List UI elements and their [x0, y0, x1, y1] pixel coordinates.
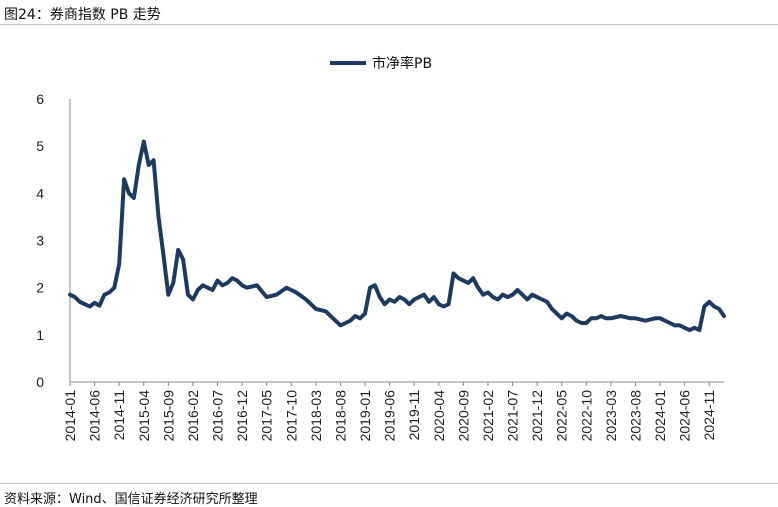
bottom-divider	[0, 483, 778, 484]
y-axis-ticks: 0 1 2 3 4 5 6	[36, 91, 44, 390]
top-divider	[0, 24, 778, 25]
x-tick-label: 2022-10	[578, 390, 594, 442]
x-tick-label: 2018-03	[308, 390, 324, 442]
x-tick-label: 2019-01	[357, 390, 373, 442]
x-tick-label: 2021-12	[529, 390, 545, 442]
x-tick-label: 2020-09	[455, 390, 471, 442]
x-tick-label: 2020-04	[431, 390, 447, 442]
x-tick-label: 2018-08	[332, 390, 348, 442]
x-axis-ticks: 2014-01 2014-06 2014-11 2015-04 2015-09 2016-…	[62, 382, 717, 441]
x-tick-label: 2014-11	[111, 390, 127, 441]
x-tick-label: 2024-11	[701, 390, 717, 441]
x-tick-label: 2017-10	[283, 390, 299, 442]
x-tick-label: 2021-07	[505, 390, 521, 442]
legend-label: 市净率PB	[372, 55, 432, 72]
y-tick-label: 2	[36, 280, 44, 296]
legend: 市净率PB	[330, 55, 432, 72]
x-tick-label: 2024-01	[652, 390, 668, 442]
y-tick-label: 5	[36, 138, 44, 154]
source-note: 资料来源：Wind、国信证券经济研究所整理	[4, 492, 258, 507]
x-tick-label: 2023-03	[603, 390, 619, 442]
x-tick-label: 2016-07	[210, 390, 226, 442]
figure-title: 图24：券商指数 PB 走势	[4, 7, 161, 23]
x-tick-label: 2017-05	[259, 390, 275, 442]
y-tick-label: 6	[36, 91, 44, 107]
pb-series-line	[68, 139, 726, 333]
x-tick-label: 2015-09	[160, 390, 176, 442]
x-tick-label: 2022-05	[554, 390, 570, 442]
x-tick-label: 2019-06	[382, 390, 398, 442]
x-tick-label: 2014-01	[62, 390, 78, 442]
x-tick-label: 2021-02	[480, 390, 496, 442]
x-tick-label: 2019-11	[406, 390, 422, 441]
chart-svg: 市净率PB 0 1 2 3 4 5 6 2014-01 2014-06 2014-11 2015-…	[36, 55, 726, 441]
y-tick-label: 4	[36, 185, 44, 201]
x-tick-label: 2015-04	[136, 390, 152, 442]
y-tick-label: 1	[36, 327, 44, 343]
x-tick-label: 2023-08	[627, 390, 643, 442]
x-tick-label: 2024-06	[677, 390, 693, 442]
x-tick-label: 2016-02	[185, 390, 201, 442]
x-tick-label: 2016-12	[234, 390, 250, 442]
y-tick-label: 0	[36, 374, 44, 390]
x-tick-label: 2014-06	[87, 390, 103, 442]
y-tick-label: 3	[36, 233, 44, 249]
